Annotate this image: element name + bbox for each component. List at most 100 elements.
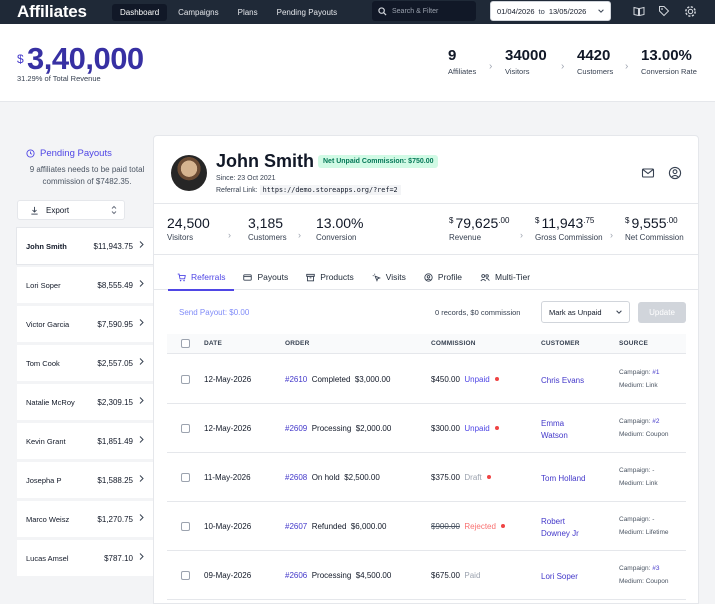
medium: Medium: Coupon — [619, 578, 669, 585]
row-checkbox[interactable] — [181, 375, 190, 384]
col-source: SOURCE — [619, 340, 649, 347]
status-dot — [494, 426, 499, 430]
table-row[interactable]: 11-May-2026 #2608 On hold $2,500.00 $375… — [167, 453, 686, 502]
stat-customers[interactable]: 4420 Customers — [577, 47, 613, 76]
row-source: Campaign: #1 Medium: Link — [619, 366, 659, 392]
commission-status: Unpaid — [464, 424, 490, 433]
affiliate-item[interactable]: Tom Cook $2,557.05 — [17, 345, 153, 381]
order-link[interactable]: #2606 — [285, 571, 308, 580]
tab-visits[interactable]: Visits — [363, 264, 415, 290]
table-row[interactable]: 10-May-2026 #2607 Refunded $6,000.00 $90… — [167, 502, 686, 551]
stat-label: Net Commission — [625, 233, 684, 242]
affiliate-item[interactable]: Kevin Grant $1,851.49 — [17, 423, 153, 459]
row-checkbox[interactable] — [181, 571, 190, 580]
user-circle-icon[interactable] — [668, 166, 682, 180]
table-row[interactable]: 12-May-2026 #2610 Completed $3,000.00 $4… — [167, 355, 686, 404]
tab-referrals[interactable]: Referrals — [168, 264, 235, 291]
row-customer[interactable]: Lori Soper — [541, 571, 578, 583]
pending-payouts-title: Pending Payouts — [26, 148, 112, 159]
mark-status-select[interactable]: Mark as Unpaid — [541, 301, 630, 323]
order-link[interactable]: #2610 — [285, 375, 308, 384]
order-status: Completed — [311, 375, 351, 384]
detail-stat-revenue[interactable]: $79,625.00 Revenue — [449, 215, 509, 242]
status-dot — [486, 475, 491, 479]
stat-label: Customers — [248, 233, 287, 242]
affiliate-detail-panel: John Smith Net Unpaid Commission: $750.0… — [153, 135, 699, 604]
detail-stat-conversion[interactable]: 13.00% Conversion — [316, 215, 363, 242]
row-customer[interactable]: Tom Holland — [541, 473, 585, 485]
update-button[interactable]: Update — [638, 302, 686, 323]
affiliate-item[interactable]: Josepha P $1,588.25 — [17, 462, 153, 498]
credit-card-icon — [243, 273, 253, 281]
stat-decimal: .00 — [498, 216, 510, 225]
nav-tab-plans[interactable]: Plans — [237, 7, 258, 17]
affiliate-name-heading: John Smith — [216, 151, 314, 171]
stat-decimal: .00 — [666, 216, 678, 225]
export-button[interactable]: Export — [17, 200, 125, 220]
chevron-right-icon — [139, 436, 144, 443]
search-filter-input[interactable]: Search & Filter — [372, 1, 476, 21]
tag-icon[interactable] — [657, 4, 671, 18]
order-link[interactable]: #2609 — [285, 424, 308, 433]
row-customer[interactable]: Emma Watson — [541, 418, 568, 442]
campaign-link[interactable]: #3 — [652, 565, 660, 572]
detail-stat-customers[interactable]: 3,185 Customers — [248, 215, 287, 242]
stat-label: Visitors — [505, 67, 530, 76]
campaign-link[interactable]: #2 — [652, 418, 660, 425]
affiliate-item[interactable]: Victor Garcia $7,590.95 — [17, 306, 153, 342]
detail-stat-gross-commission[interactable]: $11,943.75 Gross Commission — [535, 215, 603, 242]
stat-value: 3,185 — [248, 215, 284, 231]
affiliate-item[interactable]: Natalie McRoy $2,309.15 — [17, 384, 153, 420]
campaign-link[interactable]: #1 — [652, 369, 660, 376]
gear-icon[interactable] — [683, 4, 697, 18]
order-total: $3,000.00 — [354, 375, 391, 384]
book-icon[interactable] — [632, 4, 646, 18]
tab-products[interactable]: Products — [297, 264, 363, 290]
medium: Medium: Link — [619, 480, 658, 487]
row-customer[interactable]: Robert Downey Jr — [541, 516, 579, 540]
nav-tab-dashboard[interactable]: Dashboard — [112, 3, 168, 21]
chevron-right-icon — [139, 397, 144, 404]
affiliate-item[interactable]: Lucas Amsel $787.10 — [17, 540, 153, 576]
row-order: #2608 On hold $2,500.00 — [285, 473, 380, 482]
affiliate-item[interactable]: Lori Soper $8,555.49 — [17, 267, 153, 303]
stat-conversion-rate[interactable]: 13.00% Conversion Rate — [641, 47, 697, 76]
nav-tab-campaigns[interactable]: Campaigns — [178, 7, 219, 17]
total-revenue: 3,40,000 — [27, 41, 144, 76]
stat-value: 13.00% — [316, 215, 364, 231]
tab-multi-tier[interactable]: Multi-Tier — [471, 264, 539, 290]
affiliate-item[interactable]: Marco Weisz $1,270.75 — [17, 501, 153, 537]
order-link[interactable]: #2608 — [285, 473, 308, 482]
table-row[interactable]: 12-May-2026 #2609 Processing $2,000.00 $… — [167, 404, 686, 453]
row-checkbox[interactable] — [181, 424, 190, 433]
affiliate-amount: $7,590.95 — [97, 319, 133, 329]
stat-affiliates[interactable]: 9 Affiliates — [448, 47, 476, 76]
date-to: 13/05/2026 — [548, 6, 587, 16]
date-range-picker[interactable]: 01/04/2026 to 13/05/2026 — [490, 1, 611, 21]
nav-tab-pending-payouts[interactable]: Pending Payouts — [276, 7, 338, 17]
referral-url[interactable]: https://demo.storeapps.org/?ref=2 — [259, 185, 401, 195]
pending-payouts-description: 9 affiliates needs to be paid total comm… — [29, 165, 145, 186]
customer-name-line2: Downey Jr — [541, 529, 579, 538]
affiliate-list: John Smith $11,943.75 Lori Soper $8,555.… — [17, 228, 153, 579]
row-checkbox[interactable] — [181, 522, 190, 531]
table-row[interactable]: 09-May-2026 #2606 Processing $4,500.00 $… — [167, 551, 686, 600]
campaign-value: - — [652, 516, 655, 523]
stat-visitors[interactable]: 34000 Visitors — [505, 47, 547, 76]
tab-payouts[interactable]: Payouts — [234, 264, 297, 290]
stat-value: 9 — [448, 47, 457, 64]
row-source: Campaign: #3 Medium: Coupon — [619, 562, 669, 588]
row-customer[interactable]: Chris Evans — [541, 375, 584, 387]
mark-status-value: Mark as Unpaid — [549, 307, 602, 317]
detail-stat-visitors[interactable]: 24,500 Visitors — [167, 215, 210, 242]
tab-profile[interactable]: Profile — [415, 264, 471, 290]
row-checkbox[interactable] — [181, 473, 190, 482]
mail-icon[interactable] — [641, 166, 655, 180]
select-all-checkbox[interactable] — [181, 339, 190, 348]
send-payout-link[interactable]: Send Payout: $0.00 — [179, 308, 250, 317]
referrals-table-header: DATE ORDER COMMISSION CUSTOMER SOURCE — [167, 334, 686, 354]
campaign-value: - — [652, 467, 655, 474]
affiliate-item[interactable]: John Smith $11,943.75 — [17, 228, 153, 264]
order-link[interactable]: #2607 — [285, 522, 308, 531]
detail-stat-net-commission[interactable]: $9,555.00 Net Commission — [625, 215, 684, 242]
